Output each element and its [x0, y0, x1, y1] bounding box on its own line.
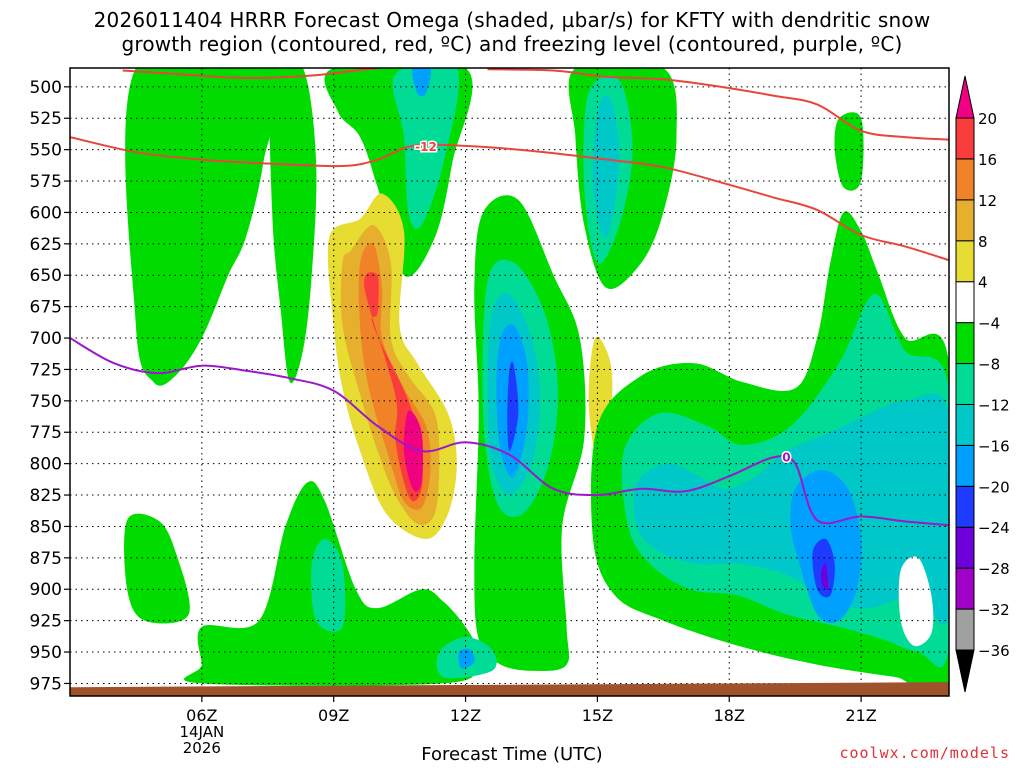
y-tick-label: 675 [30, 298, 62, 318]
omega-region [269, 68, 317, 384]
credit-link[interactable]: coolwx.com/models [839, 744, 1010, 762]
omega-region [412, 68, 431, 97]
colorbar-box [955, 117, 975, 160]
y-tick-label: 775 [30, 423, 62, 443]
colorbar-label: 16 [978, 151, 997, 169]
x-tick-label: 09Z [318, 706, 349, 725]
colorbar-box [955, 158, 975, 201]
colorbar-label: 20 [978, 110, 997, 128]
y-tick-label: 725 [30, 360, 62, 380]
colorbar: −36 −32 −28 −24 −20 −16 −12 −8 −4 4 8 12 16 20 [955, 75, 1010, 693]
y-tick-label: 500 [30, 78, 62, 98]
y-tick-label: 950 [30, 643, 62, 663]
omega-white-pocket [898, 556, 934, 647]
y-tick-label: 625 [30, 235, 62, 255]
chart-title-line-2: growth region (contoured, red, ºC) and f… [121, 32, 903, 56]
colorbar-box [955, 281, 975, 324]
colorbar-box [955, 240, 975, 283]
x-tick-label: 12Z [450, 706, 481, 725]
chart-title-line-1: 2026011404 HRRR Forecast Omega (shaded, … [93, 8, 931, 32]
colorbar-label: 4 [978, 274, 988, 292]
x-axis-title: Forecast Time (UTC) [421, 744, 603, 765]
y-tick-label: 875 [30, 549, 62, 569]
x-date-label: 14JAN [179, 723, 224, 741]
y-tick-label: 925 [30, 612, 62, 632]
colorbar-bottom-arrow [955, 649, 975, 693]
colorbar-label: −4 [978, 315, 1000, 333]
omega-region [458, 648, 475, 669]
colorbar-label: −24 [978, 519, 1010, 537]
dgz-contour-label: -12 [415, 140, 437, 154]
y-tick-label: 975 [30, 674, 62, 694]
colorbar-box [955, 485, 975, 528]
colorbar-box [955, 526, 975, 569]
x-tick-label: 06Z [186, 706, 217, 725]
colorbar-box [955, 199, 975, 242]
colorbar-box [955, 403, 975, 446]
colorbar-box [955, 608, 975, 651]
x-tick-label: 18Z [714, 706, 745, 725]
omega-region [392, 68, 460, 229]
colorbar-top-arrow [955, 75, 975, 119]
x-tick-label: 21Z [845, 706, 876, 725]
y-tick-label: 700 [30, 329, 62, 349]
freezing-level-label: 0 [782, 450, 790, 464]
y-tick-label: 850 [30, 517, 62, 537]
y-tick-label: 525 [30, 109, 62, 129]
y-tick-label: 600 [30, 203, 62, 223]
dgz-contour-line [122, 68, 389, 80]
colorbar-label: −8 [978, 356, 1000, 374]
colorbar-label: −20 [978, 478, 1010, 496]
contour-lines: -12 0 [70, 68, 949, 527]
dgz-contour-line [70, 136, 949, 262]
dgz-contour-line [487, 68, 949, 141]
omega-region [311, 539, 346, 632]
colorbar-label: −16 [978, 437, 1010, 455]
x-date-label: 2026 [183, 739, 221, 757]
colorbar-label: −32 [978, 601, 1010, 619]
omega-region [834, 112, 864, 191]
plot-frame [69, 67, 950, 697]
terrain-layer [70, 682, 949, 696]
colorbar-label: 8 [978, 233, 988, 251]
omega-region [592, 95, 620, 238]
y-tick-label: 650 [30, 266, 62, 286]
colorbar-label: −28 [978, 560, 1010, 578]
x-tick-label: 15Z [582, 706, 613, 725]
colorbar-label: −12 [978, 396, 1010, 414]
terrain-surface [70, 682, 949, 696]
plot-area: -12 0 [69, 67, 950, 697]
y-tick-label: 575 [30, 172, 62, 192]
colorbar-label: 12 [978, 192, 997, 210]
y-tick-label: 550 [30, 141, 62, 161]
omega-region [124, 513, 190, 624]
y-tick-label: 825 [30, 486, 62, 506]
y-tick-label: 800 [30, 455, 62, 475]
omega-region [507, 361, 519, 452]
colorbar-box [955, 444, 975, 487]
y-tick-label: 900 [30, 580, 62, 600]
y-tick-label: 750 [30, 392, 62, 412]
omega-region [403, 410, 423, 492]
colorbar-box [955, 363, 975, 405]
colorbar-box [955, 567, 975, 610]
omega-region [820, 563, 829, 591]
y-axis: 500 525 550 575 600 625 650 675 700 725 750 775 800 8… [30, 78, 70, 694]
freezing-level-line [70, 337, 949, 527]
colorbar-box [955, 322, 975, 365]
colorbar-label: −36 [978, 642, 1010, 660]
